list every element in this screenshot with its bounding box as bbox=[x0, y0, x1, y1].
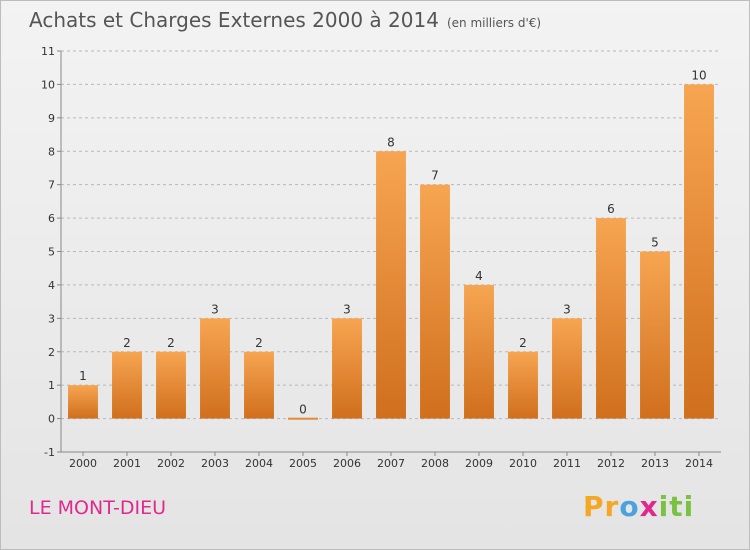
logo-letter: x bbox=[639, 490, 659, 523]
x-tick-label: 2006 bbox=[333, 457, 361, 470]
y-tick-label: 8 bbox=[48, 145, 55, 158]
value-label: 2 bbox=[167, 336, 175, 350]
value-label: 3 bbox=[563, 302, 571, 316]
y-tick-label: 1 bbox=[48, 379, 55, 392]
y-tick-label: 5 bbox=[48, 246, 55, 259]
x-tick-label: 2005 bbox=[289, 457, 317, 470]
x-tick-label: 2001 bbox=[113, 457, 141, 470]
x-tick-label: 2009 bbox=[465, 457, 493, 470]
y-tick-label: 11 bbox=[41, 45, 55, 58]
y-tick-label: 0 bbox=[48, 413, 55, 426]
bar-2004 bbox=[244, 351, 274, 419]
x-tick-label: 2008 bbox=[421, 457, 449, 470]
bar-2012 bbox=[596, 218, 626, 419]
proxiti-logo[interactable]: Proxiti bbox=[583, 490, 694, 523]
bar-2008 bbox=[420, 184, 450, 419]
bar-2006 bbox=[332, 318, 362, 419]
y-tick-label: 3 bbox=[48, 312, 55, 325]
value-label: 3 bbox=[343, 302, 351, 316]
y-tick-label: 4 bbox=[48, 279, 55, 292]
y-tick-label: 10 bbox=[41, 78, 55, 91]
x-tick-label: 2012 bbox=[597, 457, 625, 470]
x-tick-label: 2000 bbox=[69, 457, 97, 470]
x-tick-label: 2007 bbox=[377, 457, 405, 470]
bar-2000 bbox=[68, 385, 98, 419]
bar-2010 bbox=[508, 351, 538, 419]
bar-2013 bbox=[640, 251, 670, 419]
value-label: 1 bbox=[79, 369, 87, 383]
value-label: 5 bbox=[651, 236, 659, 250]
chart-title: Achats et Charges Externes 2000 à 2014 (e… bbox=[29, 8, 541, 32]
town-name: LE MONT-DIEU bbox=[29, 497, 167, 519]
y-tick-label: 6 bbox=[48, 212, 55, 225]
chart-title-text: Achats et Charges Externes 2000 à 2014 bbox=[29, 8, 439, 32]
bars bbox=[68, 84, 714, 420]
x-tick-label: 2003 bbox=[201, 457, 229, 470]
bar-2002 bbox=[156, 351, 186, 419]
bar-2014 bbox=[684, 84, 714, 419]
y-tick-label: -1 bbox=[44, 446, 55, 459]
x-tick-label: 2002 bbox=[157, 457, 185, 470]
axes bbox=[57, 50, 721, 456]
value-label: 3 bbox=[211, 302, 219, 316]
y-tick-label: 9 bbox=[48, 112, 55, 125]
value-label: 8 bbox=[387, 135, 395, 149]
value-label: 2 bbox=[255, 336, 263, 350]
value-label: 4 bbox=[475, 269, 483, 283]
logo-letter: iti bbox=[658, 490, 695, 523]
x-tick-label: 2004 bbox=[245, 457, 273, 470]
logo-letter: Pr bbox=[583, 490, 620, 523]
y-tick-label: 7 bbox=[48, 179, 55, 192]
bar-2007 bbox=[376, 151, 406, 419]
x-tick-label: 2011 bbox=[553, 457, 581, 470]
value-label: 6 bbox=[607, 202, 615, 216]
bar-2003 bbox=[200, 318, 230, 419]
value-label: 7 bbox=[431, 169, 439, 183]
y-tick-label: 2 bbox=[48, 346, 55, 359]
value-label: 10 bbox=[691, 68, 706, 82]
bar-2009 bbox=[464, 284, 494, 419]
value-label: 2 bbox=[123, 336, 131, 350]
x-tick-label: 2013 bbox=[641, 457, 669, 470]
bar-2005 bbox=[288, 417, 318, 420]
x-tick-label: 2014 bbox=[685, 457, 713, 470]
value-label: 2 bbox=[519, 336, 527, 350]
chart-unit-text: (en milliers d'€) bbox=[446, 16, 542, 30]
bar-2011 bbox=[552, 318, 582, 419]
x-tick-label: 2010 bbox=[509, 457, 537, 470]
value-label: 0 bbox=[299, 403, 307, 417]
bar-2001 bbox=[112, 351, 142, 419]
logo-letter: o bbox=[619, 490, 640, 523]
labels: -101234567891011120002200122002320032200… bbox=[41, 45, 713, 470]
